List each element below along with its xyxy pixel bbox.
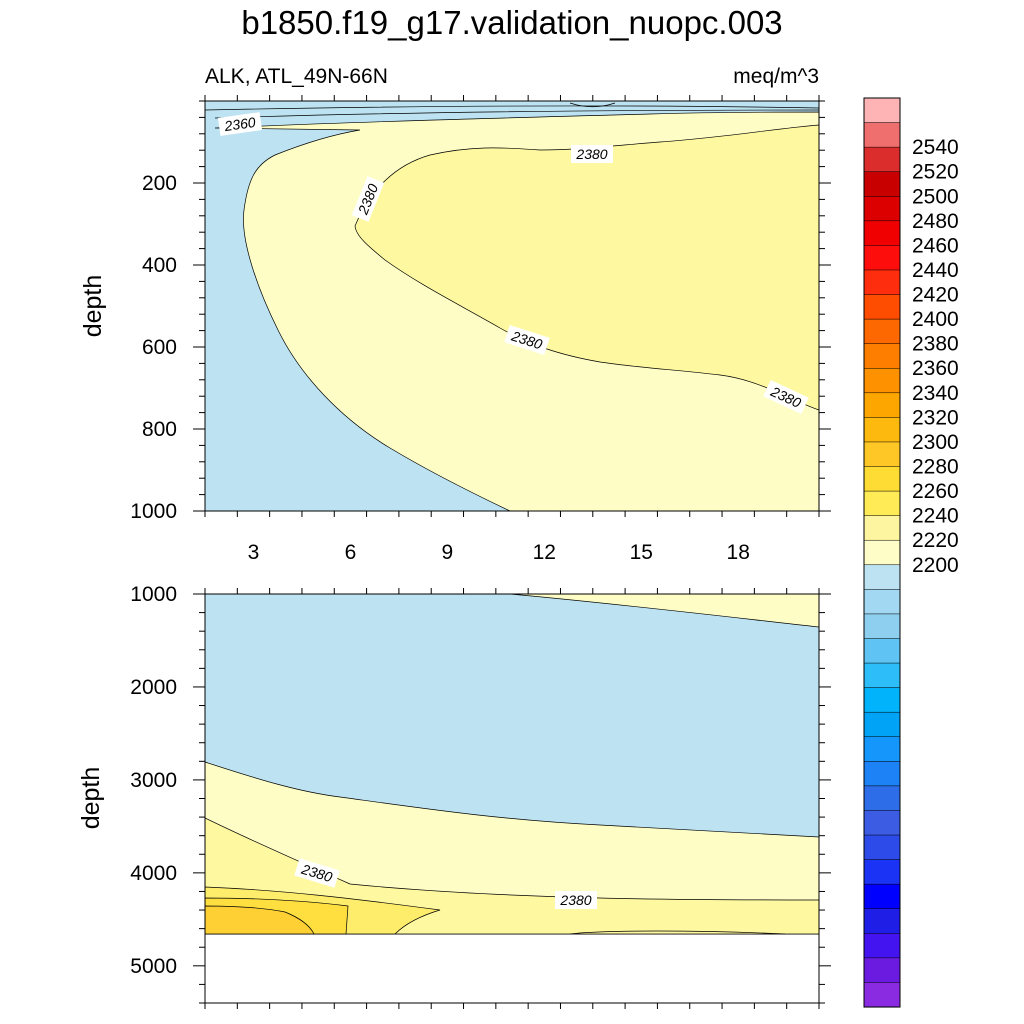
colorbar-swatch [863,196,901,222]
colorbar-tick-label: 2300 [912,431,959,454]
x-tick-label: 3 [248,541,260,564]
colorbar-tick-label: 2440 [912,259,959,282]
contour-label-2360: 2360 [217,112,263,136]
upper-y-tick-label: 1000 [130,500,177,523]
x-tick-label: 6 [345,541,357,564]
colorbar-swatch [863,589,901,615]
svg-text:2360: 2360 [222,114,256,134]
lower-region-2370-corner [509,594,819,628]
colorbar-swatch [863,834,901,861]
colorbar-tick-label: 2540 [912,136,959,159]
upper-y-tick-label: 600 [142,336,177,359]
colorbar-swatch [863,613,901,640]
lower-y-tick-label: 5000 [130,955,177,978]
lower-y-axis-label: depth [77,767,105,830]
svg-text:2380: 2380 [559,892,591,908]
colorbar-swatch [863,785,901,812]
upper-y-tick-label: 400 [142,254,177,277]
upper-frame [204,100,820,512]
colorbar-tick-label: 2400 [912,308,959,331]
colorbar-tick-label: 2380 [912,333,959,356]
upper-y-tick-label: 800 [142,418,177,441]
colorbar-swatch [863,171,901,197]
lower-y-tick-label: 1000 [130,583,177,606]
colorbar: 2540252025002480246024402420240023802360… [863,97,959,1008]
x-tick-label: 9 [442,541,454,564]
colorbar-swatch [863,220,901,246]
x-tick-label: 15 [630,541,653,564]
colorbar-swatch [863,417,901,443]
colorbar-tick-label: 2500 [912,185,959,208]
colorbar-swatch [863,515,901,541]
colorbar-swatch [863,687,901,713]
colorbar-frame [863,97,901,1008]
lower-y-tick-label: 2000 [130,676,177,699]
colorbar-swatch [863,711,901,738]
lower-panel [205,594,819,935]
colorbar-tick-label: 2360 [912,357,959,380]
colorbar-swatch [863,883,901,910]
contour-label-2380-lower-b: 2380 [555,891,597,909]
colorbar-swatch [863,367,901,394]
colorbar-swatch [863,122,901,148]
colorbar-swatch [863,539,901,566]
colorbar-tick-label: 2220 [912,529,959,552]
colorbar-swatch [863,392,901,418]
colorbar-swatch [863,466,901,492]
units-label: meq/m^3 [733,65,819,88]
colorbar-swatch [863,294,901,320]
colorbar-swatch [863,343,901,369]
colorbar-tick-label: 2520 [912,161,959,184]
colorbar-swatch [863,638,901,664]
contour-label-2380-upper-a: 2380 [571,145,613,163]
colorbar-tick-label: 2480 [912,210,959,233]
upper-y-axis-label: depth [79,275,107,338]
lower-y-tick-label: 3000 [130,769,177,792]
svg-text:2380: 2380 [575,146,607,162]
upper-panel [205,101,819,511]
colorbar-swatch [863,318,901,345]
colorbar-swatch [863,761,901,787]
colorbar-swatch [863,269,901,296]
colorbar-swatch [863,662,901,689]
x-tick-label: 18 [727,541,750,564]
colorbar-swatch [863,957,901,983]
colorbar-swatch [863,982,901,1008]
colorbar-tick-label: 2460 [912,234,959,257]
colorbar-swatch [863,810,901,836]
colorbar-swatch [863,97,901,124]
lower-y-tick-label: 4000 [130,862,177,885]
colorbar-swatch [863,441,901,468]
x-tick-label: 12 [533,541,556,564]
colorbar-tick-label: 2260 [912,480,959,503]
variable-region-label: ALK, ATL_49N-66N [205,65,388,88]
chart-title: b1850.f19_g17.validation_nuopc.003 [241,4,782,41]
colorbar-swatch [863,490,901,517]
colorbar-swatch [863,245,901,271]
colorbar-tick-label: 2420 [912,284,959,307]
colorbar-swatch [863,564,901,590]
upper-y-tick-label: 200 [142,172,177,195]
colorbar-swatch [863,859,901,885]
colorbar-swatch [863,736,901,762]
colorbar-tick-label: 2200 [912,554,959,577]
colorbar-swatch [863,933,901,959]
colorbar-swatch [863,908,901,934]
colorbar-swatch [863,146,901,173]
lower-region-2410 [205,905,315,935]
colorbar-tick-label: 2320 [912,406,959,429]
colorbar-tick-label: 2280 [912,456,959,479]
colorbar-tick-label: 2240 [912,505,959,528]
colorbar-tick-label: 2340 [912,382,959,405]
